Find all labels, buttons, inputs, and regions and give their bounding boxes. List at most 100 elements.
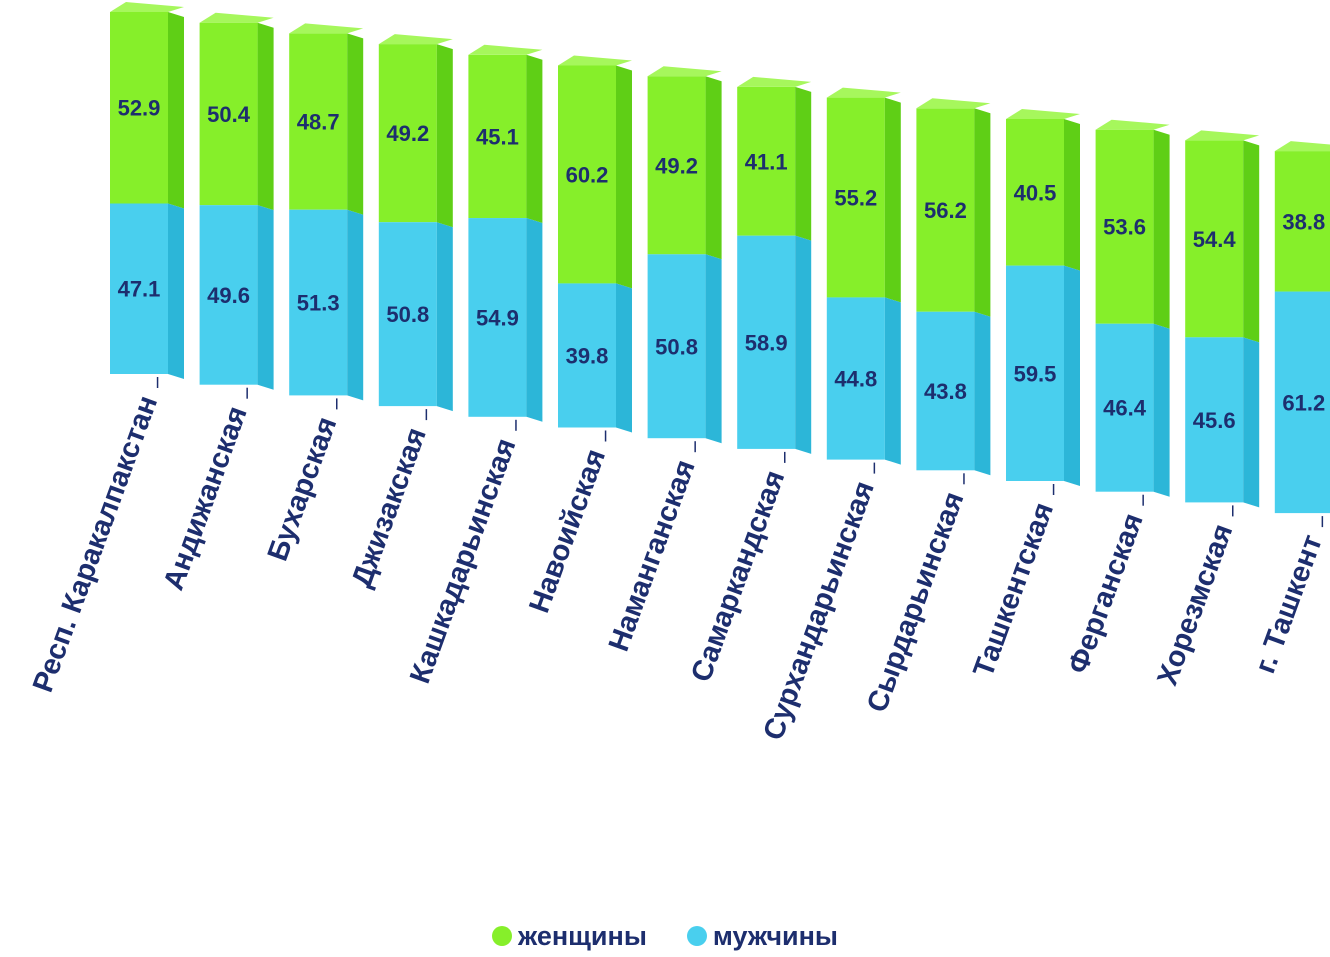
data-label-women: 48.7 — [297, 110, 340, 135]
x-tick-label: Андижанская — [158, 402, 254, 594]
data-label-men: 45.6 — [1193, 408, 1236, 433]
bar-women — [468, 54, 527, 219]
bar-women — [1006, 119, 1064, 266]
bar-women-side — [168, 12, 184, 209]
bar-men — [1274, 291, 1330, 514]
data-label-men: 39.8 — [566, 343, 609, 368]
legend-item-women: женщины — [492, 921, 647, 952]
bar-women — [110, 12, 168, 204]
x-tick-label: Джизакская — [346, 424, 433, 592]
data-label-women: 50.4 — [207, 102, 251, 127]
bar-men — [468, 218, 527, 417]
bar-top-cap — [1185, 130, 1260, 141]
bar-women — [1095, 129, 1154, 324]
legend-swatch-men — [686, 926, 707, 946]
data-label-women: 40.5 — [1014, 180, 1057, 205]
bar-top-cap — [826, 87, 901, 98]
bar-top-cap — [916, 98, 991, 109]
bar-top-cap — [110, 2, 184, 12]
bar-men-side — [526, 218, 543, 422]
data-label-men: 59.5 — [1014, 361, 1057, 386]
bar-women-side — [616, 65, 632, 289]
bar-men — [289, 209, 348, 396]
legend-label-men: мужчины — [712, 920, 838, 951]
x-tick-label: Кашкадарьинская — [404, 434, 522, 688]
bar-top-cap — [1006, 109, 1080, 119]
bar-men-side — [1243, 337, 1260, 508]
x-tick-label: Респ. Каракалпакстан — [27, 391, 164, 696]
data-label-women: 53.6 — [1103, 215, 1146, 240]
bar-men-side — [795, 235, 812, 454]
data-label-men: 43.8 — [924, 379, 967, 404]
bar-men — [110, 203, 168, 374]
data-label-women: 52.9 — [118, 96, 161, 121]
bar-men — [199, 205, 258, 385]
data-label-men: 47.1 — [118, 277, 161, 302]
bar-women-side — [1243, 140, 1260, 343]
bar-women — [647, 76, 706, 255]
bar-men-side — [974, 311, 991, 476]
bar-top-cap — [289, 23, 364, 34]
data-label-women: 45.1 — [476, 124, 519, 149]
bar-women — [558, 65, 616, 284]
bar-men-side — [1153, 323, 1170, 497]
bar-women — [1274, 151, 1330, 292]
bar-top-cap — [647, 66, 722, 77]
x-tick-label: Самаркандская — [685, 466, 791, 686]
bar-men — [1185, 337, 1244, 503]
data-label-women: 54.4 — [1193, 227, 1237, 252]
x-tick-label: Бухарская — [262, 413, 344, 565]
bar-women — [378, 44, 437, 223]
bar-men — [1095, 323, 1154, 492]
bar-men-side — [705, 254, 722, 444]
x-tick-label: Ташкентская — [967, 498, 1060, 681]
bar-men — [826, 297, 885, 460]
x-tick-label: г. Ташкент — [1249, 531, 1329, 678]
data-label-men: 44.8 — [834, 367, 877, 392]
x-tick-label: Сырдарьинская — [861, 488, 970, 717]
data-label-women: 60.2 — [566, 162, 609, 187]
bar-men-side — [257, 205, 274, 390]
bar-women-side — [436, 44, 453, 228]
bar-men-side — [436, 222, 453, 412]
bar-top-cap — [1274, 141, 1330, 152]
bar-women — [289, 33, 348, 210]
bar-women-side — [526, 54, 543, 224]
data-label-men: 51.3 — [297, 291, 340, 316]
legend-swatch-women — [492, 926, 513, 946]
bar-top-cap — [558, 55, 632, 66]
bar-women — [826, 97, 885, 298]
bar-men — [916, 311, 975, 471]
bar-women-side — [974, 108, 991, 317]
bar-men — [647, 254, 706, 439]
bar-top-cap — [468, 44, 543, 55]
bar-women-side — [705, 76, 722, 260]
legend-item-men: мужчины — [686, 920, 838, 952]
bar-women-side — [347, 33, 364, 215]
chart-legend: женщины мужчины — [0, 918, 1330, 954]
bar-top-cap — [737, 76, 812, 87]
bar-men — [1006, 265, 1064, 481]
bar-women-side — [1153, 129, 1170, 329]
x-tick-label: Хорезмская — [1151, 520, 1239, 690]
x-tick-label: Наманганская — [603, 456, 702, 656]
data-label-men: 50.8 — [386, 302, 429, 327]
data-label-men: 49.6 — [207, 283, 250, 308]
bar-men-side — [347, 209, 364, 401]
data-label-women: 55.2 — [834, 186, 877, 211]
data-label-men: 54.9 — [476, 305, 519, 330]
bar-top-cap — [1095, 119, 1170, 130]
x-tick-label: Навоийская — [523, 445, 612, 617]
bar-men — [737, 235, 796, 449]
legend-label-women: женщины — [518, 920, 647, 951]
bar-women — [199, 22, 258, 206]
bar-women-side — [795, 86, 812, 241]
data-label-women: 38.8 — [1282, 209, 1325, 234]
bar-women — [737, 86, 796, 236]
data-label-women: 56.2 — [924, 198, 967, 223]
bar-women — [916, 108, 975, 312]
bar-men — [378, 222, 437, 407]
data-label-men: 46.4 — [1103, 396, 1147, 421]
data-label-men: 61.2 — [1282, 390, 1325, 415]
bar-men-side — [616, 283, 632, 433]
